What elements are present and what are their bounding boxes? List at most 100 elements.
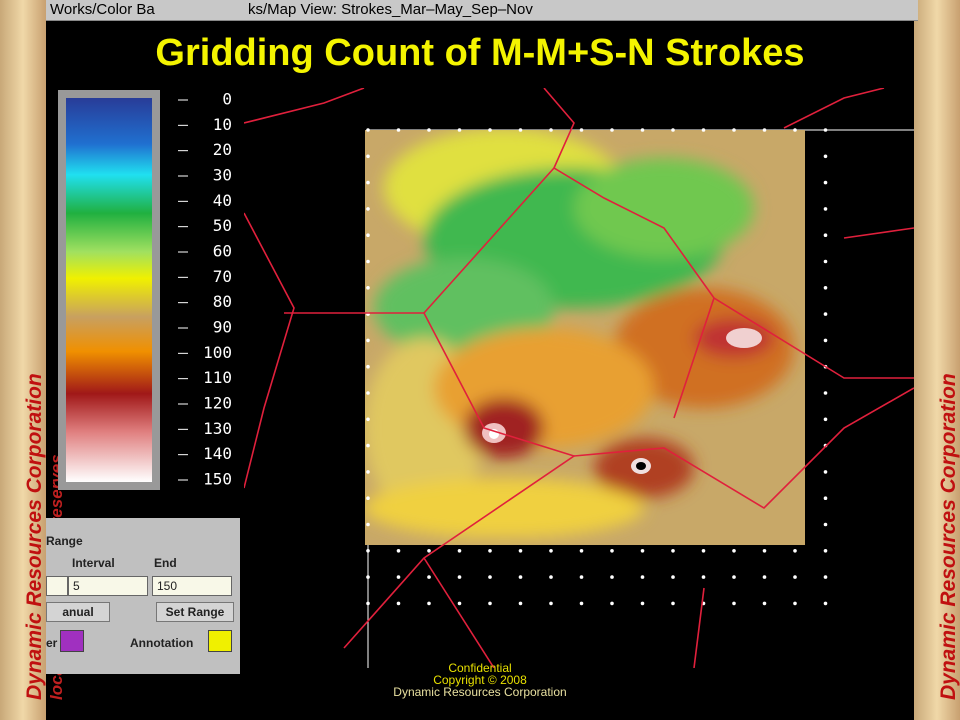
grid-dot — [793, 549, 797, 553]
grid-dot — [823, 549, 828, 553]
scale-label: 0 — [222, 90, 232, 109]
grid-dot — [518, 575, 523, 579]
grid-dot — [732, 128, 736, 132]
map-view — [244, 88, 914, 668]
range-panel: Range Interval End 5 150 anual Set Range… — [46, 518, 240, 674]
grid-dot — [366, 496, 370, 501]
grid-dot — [579, 549, 584, 553]
grid-dot — [823, 417, 828, 422]
grid-dot — [823, 180, 828, 185]
banner-text: Dynamic Resources Corporationlocating re… — [937, 373, 960, 700]
grid-dot — [762, 549, 767, 553]
grid-dot — [396, 575, 401, 579]
grid-dot — [732, 575, 736, 579]
grid-dot — [427, 128, 431, 132]
grid-dot — [488, 549, 492, 553]
grid-dot — [579, 575, 584, 579]
scale-label: 130 — [203, 419, 232, 438]
grid-dot — [823, 207, 828, 211]
color-swatch[interactable] — [60, 630, 84, 652]
window-title: Works/Color Ba — [46, 0, 244, 21]
grid-dot — [671, 575, 675, 579]
color-scale: 0 10 20 30 40 50 60 70 80 90 100 110 120 130 140 150 — [58, 90, 232, 490]
grid-dot — [396, 128, 401, 132]
company-name: Dynamic Resources Corporation — [937, 373, 960, 700]
grid-dot — [366, 601, 370, 606]
grid-dot — [366, 522, 370, 527]
grid-dot — [549, 128, 553, 132]
grid-dot — [488, 601, 492, 606]
color-swatch[interactable] — [208, 630, 232, 652]
grid-dot — [823, 286, 828, 290]
grid-dot — [366, 364, 370, 369]
grid-dot — [762, 601, 767, 606]
grid-dots — [366, 128, 828, 606]
grid-dot — [457, 601, 462, 606]
slide-title: Gridding Count of M-M+S-N Strokes — [155, 32, 805, 74]
grid-dot — [793, 575, 797, 579]
grid-dot — [701, 549, 706, 553]
scale-label: 40 — [213, 191, 232, 210]
grid-dot — [457, 128, 462, 132]
label: Interval — [72, 556, 115, 570]
mode-button[interactable]: anual — [46, 602, 110, 622]
scale-label: 110 — [203, 368, 232, 387]
grid-dot — [762, 575, 767, 579]
grid-dot — [671, 128, 675, 132]
grid-dot — [823, 128, 828, 132]
grid-dot — [610, 128, 614, 132]
grid-dot — [427, 549, 431, 553]
grid-dot — [701, 128, 706, 132]
grid-dot — [366, 391, 370, 395]
grid-dot — [640, 575, 645, 579]
grid-dot — [518, 549, 523, 553]
grid-dot — [823, 259, 828, 264]
grid-dot — [640, 128, 645, 132]
end-input[interactable]: 150 — [152, 576, 232, 596]
grid-dot — [366, 154, 370, 159]
start-input[interactable] — [46, 576, 68, 596]
grid-dot — [823, 154, 828, 159]
grid-dot — [823, 601, 828, 606]
interval-input[interactable]: 5 — [68, 576, 148, 596]
grid-dot — [366, 207, 370, 211]
boundaries — [244, 88, 914, 668]
footer-line: Confidential — [448, 661, 512, 675]
grid-dot — [366, 259, 370, 264]
grid-dot — [488, 128, 492, 132]
grid-dot — [366, 549, 370, 553]
scale-label: 10 — [213, 115, 232, 134]
scale-label: 100 — [203, 343, 232, 362]
grid-dot — [427, 601, 431, 606]
footer: Confidential Copyright © 2008 Dynamic Re… — [380, 662, 580, 698]
grid-dot — [366, 233, 370, 237]
grid-dot — [671, 549, 675, 553]
set-range-button[interactable]: Set Range — [156, 602, 234, 622]
grid-dot — [732, 601, 736, 606]
scale-label: 60 — [213, 242, 232, 261]
scale-label: 120 — [203, 394, 232, 413]
scale-label: 50 — [213, 216, 232, 235]
grid-dot — [762, 128, 767, 132]
grid-dot — [793, 601, 797, 606]
grid-dot — [640, 601, 645, 606]
grid-dot — [701, 575, 706, 579]
window-title: ks/Map View: Strokes_Mar–May_Sep–Nov — [244, 0, 918, 21]
grid-dot — [823, 575, 828, 579]
grid-dot — [366, 575, 370, 579]
grid-dot — [610, 575, 614, 579]
footer-line: Dynamic Resources Corporation — [393, 685, 567, 699]
heatmap — [365, 130, 805, 545]
grid-dot — [549, 549, 553, 553]
grid-dot — [793, 128, 797, 132]
grid-dot — [366, 128, 370, 132]
grid-dot — [518, 601, 523, 606]
grid-dot — [549, 601, 553, 606]
grid-dot — [457, 549, 462, 553]
grid-dot — [610, 549, 614, 553]
scale-label: 150 — [203, 470, 232, 489]
grid-dot — [823, 496, 828, 501]
label: er — [46, 636, 58, 650]
grid-dot — [366, 443, 370, 448]
grid-dot — [823, 338, 828, 343]
